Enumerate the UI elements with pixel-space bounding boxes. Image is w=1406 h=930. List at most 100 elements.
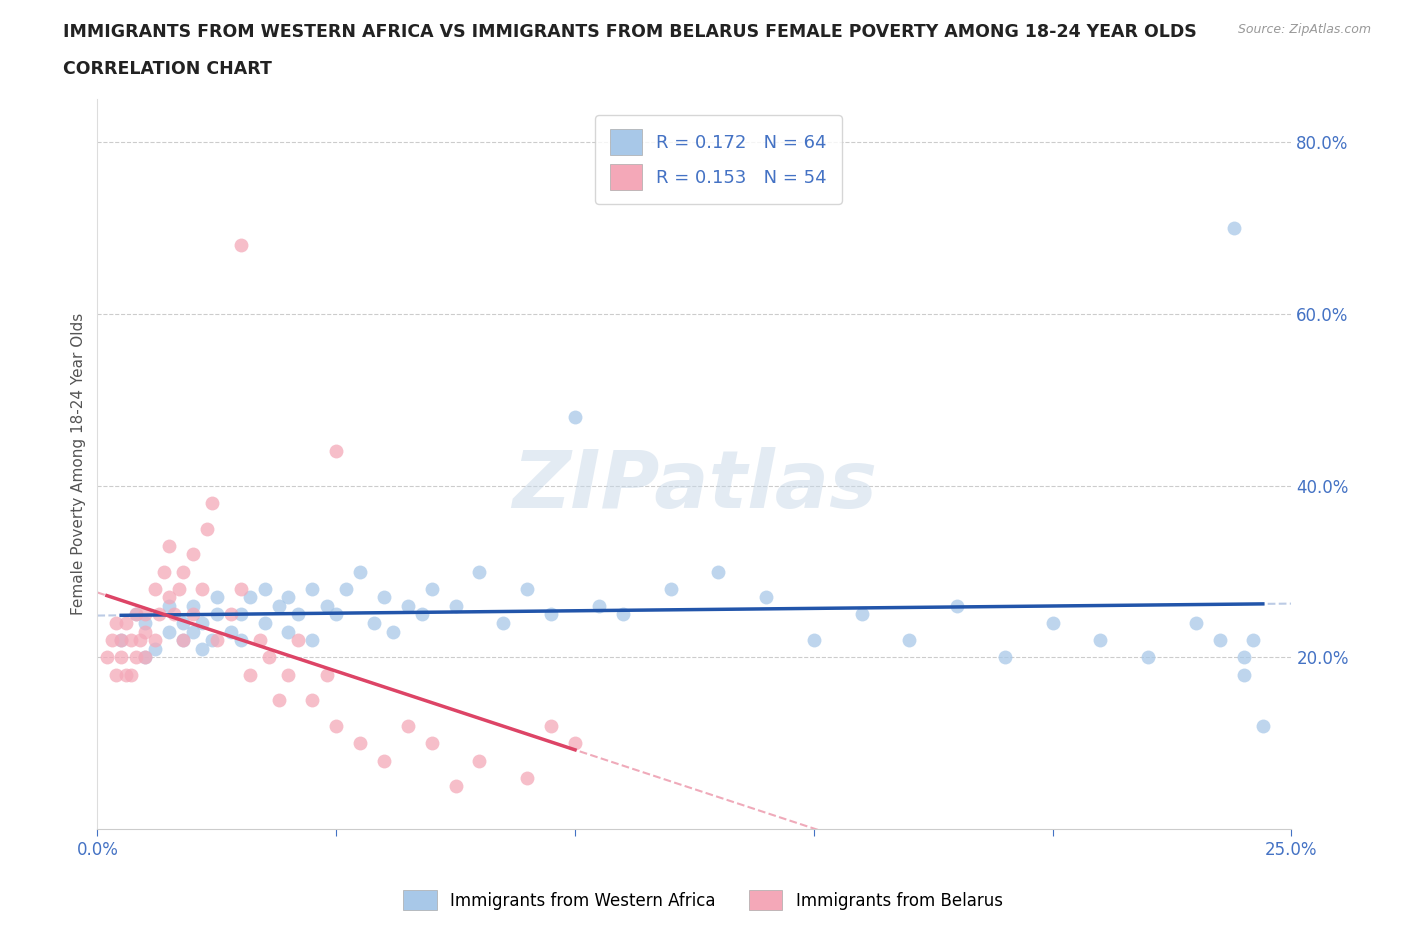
Point — [229, 237, 252, 252]
Point — [1233, 650, 1256, 665]
Point — [851, 607, 873, 622]
Point — [349, 565, 371, 579]
Point — [363, 616, 385, 631]
Point — [468, 565, 491, 579]
Point — [163, 607, 186, 622]
Point — [315, 667, 337, 682]
Point — [172, 632, 194, 647]
Point — [110, 650, 132, 665]
Point — [110, 632, 132, 647]
Point — [755, 590, 778, 604]
Point — [105, 616, 128, 631]
Point — [124, 607, 146, 622]
Point — [191, 642, 214, 657]
Point — [239, 667, 262, 682]
Point — [1042, 616, 1064, 631]
Point — [229, 632, 252, 647]
Point — [898, 632, 921, 647]
Point — [444, 779, 467, 794]
Point — [134, 650, 156, 665]
Point — [1137, 650, 1160, 665]
Point — [253, 581, 276, 596]
Point — [1233, 667, 1256, 682]
Point — [373, 590, 395, 604]
Point — [540, 607, 562, 622]
Legend: Immigrants from Western Africa, Immigrants from Belarus: Immigrants from Western Africa, Immigran… — [396, 884, 1010, 917]
Point — [201, 632, 224, 647]
Point — [259, 650, 281, 665]
Point — [325, 607, 347, 622]
Point — [373, 753, 395, 768]
Point — [564, 736, 586, 751]
Point — [143, 581, 166, 596]
Point — [1090, 632, 1112, 647]
Point — [205, 632, 228, 647]
Point — [201, 496, 224, 511]
Point — [277, 667, 299, 682]
Point — [325, 444, 347, 458]
Point — [277, 590, 299, 604]
Point — [540, 719, 562, 734]
Point — [172, 632, 194, 647]
Point — [181, 624, 204, 639]
Point — [249, 632, 271, 647]
Point — [277, 624, 299, 639]
Point — [1185, 616, 1208, 631]
Point — [267, 693, 290, 708]
Point — [181, 547, 204, 562]
Point — [315, 598, 337, 613]
Point — [143, 642, 166, 657]
Point — [301, 581, 323, 596]
Point — [172, 565, 194, 579]
Point — [516, 581, 538, 596]
Point — [349, 736, 371, 751]
Point — [1251, 719, 1274, 734]
Point — [134, 624, 156, 639]
Point — [1241, 632, 1264, 647]
Point — [153, 565, 176, 579]
Point — [124, 607, 146, 622]
Point — [287, 607, 309, 622]
Point — [105, 667, 128, 682]
Point — [134, 650, 156, 665]
Point — [157, 624, 180, 639]
Point — [612, 607, 634, 622]
Point — [420, 736, 443, 751]
Point — [172, 616, 194, 631]
Point — [148, 607, 170, 622]
Point — [335, 581, 357, 596]
Point — [803, 632, 825, 647]
Point — [396, 719, 419, 734]
Point — [157, 538, 180, 553]
Point — [420, 581, 443, 596]
Point — [181, 607, 204, 622]
Point — [129, 632, 152, 647]
Point — [267, 598, 290, 613]
Text: Source: ZipAtlas.com: Source: ZipAtlas.com — [1237, 23, 1371, 36]
Point — [157, 598, 180, 613]
Point — [659, 581, 682, 596]
Point — [167, 581, 190, 596]
Point — [1209, 632, 1232, 647]
Point — [191, 616, 214, 631]
Point — [253, 616, 276, 631]
Point — [1223, 220, 1246, 235]
Point — [707, 565, 730, 579]
Point — [134, 607, 156, 622]
Point — [239, 590, 262, 604]
Point — [191, 581, 214, 596]
Legend: R = 0.172   N = 64, R = 0.153   N = 54: R = 0.172 N = 64, R = 0.153 N = 54 — [595, 115, 842, 204]
Point — [946, 598, 969, 613]
Point — [411, 607, 433, 622]
Point — [205, 590, 228, 604]
Point — [325, 719, 347, 734]
Point — [134, 616, 156, 631]
Point — [96, 650, 118, 665]
Point — [229, 607, 252, 622]
Point — [564, 409, 586, 424]
Point — [100, 632, 122, 647]
Point — [143, 632, 166, 647]
Point — [382, 624, 405, 639]
Point — [124, 650, 146, 665]
Point — [205, 607, 228, 622]
